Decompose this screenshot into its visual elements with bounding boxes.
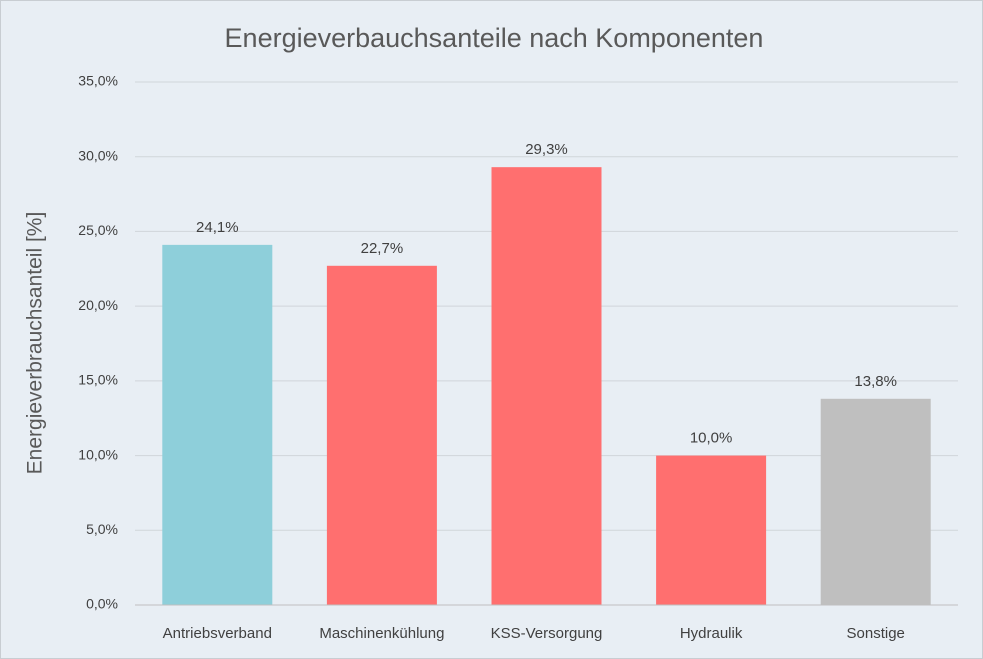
x-tick-label: Sonstige [847, 625, 905, 642]
bar [656, 455, 767, 605]
chart-title: Energieverbauchsanteile nach Komponenten [225, 23, 764, 53]
y-tick-label: 15,0% [78, 372, 118, 388]
y-tick-label: 25,0% [78, 222, 118, 238]
data-label: 13,8% [854, 373, 897, 390]
data-label: 29,3% [525, 141, 568, 158]
bar [491, 167, 602, 605]
y-tick-label: 5,0% [86, 521, 118, 537]
y-axis-label: Energieverbrauchsanteil [%] [24, 212, 47, 475]
x-tick-label: Hydraulik [680, 625, 743, 642]
data-label: 10,0% [690, 430, 733, 447]
bar [326, 265, 437, 605]
data-label: 24,1% [196, 219, 239, 236]
y-tick-label: 0,0% [86, 596, 118, 612]
y-tick-label: 30,0% [78, 147, 118, 163]
x-tick-label: KSS-Versorgung [491, 625, 603, 642]
x-tick-label: Antriebsverband [163, 625, 272, 642]
bar [162, 244, 273, 605]
x-tick-label: Maschinenkühlung [319, 625, 444, 642]
y-tick-label: 10,0% [78, 446, 118, 462]
y-tick-label: 20,0% [78, 297, 118, 313]
bar [820, 398, 931, 605]
y-tick-label: 35,0% [78, 73, 118, 89]
data-label: 22,7% [361, 240, 404, 257]
